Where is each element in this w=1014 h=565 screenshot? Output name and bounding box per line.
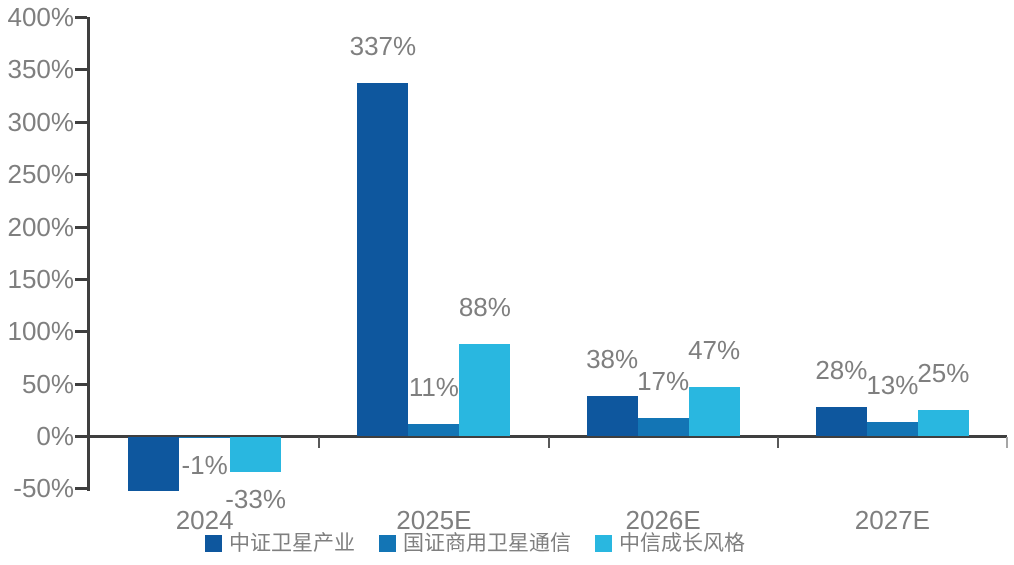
bar-value-label: -33%: [225, 483, 286, 514]
y-axis-tick: [75, 225, 87, 229]
y-axis-tick-label: 350%: [7, 54, 75, 85]
bar-国证商用卫星通信-2024: [179, 437, 231, 439]
bar-value-label: 13%: [866, 370, 919, 401]
bar-中证卫星产业-2024: [128, 437, 180, 492]
y-axis-tick-label: 0%: [36, 421, 74, 451]
bar-value-label: 47%: [688, 334, 741, 365]
x-axis-category-label: 2026E: [625, 505, 701, 535]
y-axis-tick-label: 200%: [7, 211, 75, 242]
y-axis-tick: [75, 173, 87, 177]
y-axis-tick: [75, 120, 87, 124]
legend-label: 中信成长风格: [619, 532, 745, 555]
y-axis-tick: [75, 435, 87, 438]
legend-item: 中证卫星产业: [205, 533, 355, 554]
bar-国证商用卫星通信-2027E: [866, 422, 918, 436]
y-axis-tick: [75, 16, 87, 19]
legend-item: 国证商用卫星通信: [379, 533, 571, 554]
bar-value-label: 11%: [408, 372, 459, 403]
y-axis-tick-label: 50%: [21, 368, 74, 399]
legend-swatch-icon: [379, 535, 396, 552]
bar-value-label: 38%: [586, 344, 639, 375]
y-axis-tick-label: 100%: [7, 316, 75, 347]
y-axis-tick-label: 300%: [7, 106, 75, 137]
legend-item: 中信成长风格: [595, 533, 745, 554]
bar-中证卫星产业-2026E: [586, 396, 638, 436]
bar-value-label: 25%: [917, 357, 970, 388]
bar-中信成长风格-2027E: [917, 409, 969, 436]
y-axis-line: [87, 17, 90, 491]
x-axis-line: [87, 435, 1007, 438]
legend-swatch-icon: [205, 535, 222, 552]
bar-中信成长风格-2024: [230, 437, 282, 472]
x-axis-category-label: 2027E: [854, 505, 930, 535]
y-axis-tick-label: -50%: [13, 473, 74, 504]
bar-value-label: -1%: [181, 450, 228, 481]
x-axis-category-label: 2025E: [396, 505, 472, 535]
x-axis-tick: [318, 437, 321, 448]
y-axis-tick: [75, 330, 87, 334]
bar-value-label: 88%: [458, 291, 511, 322]
y-axis-tick: [75, 487, 87, 491]
x-axis-tick: [1006, 437, 1008, 448]
y-axis-tick: [75, 277, 87, 281]
legend-label: 国证商用卫星通信: [403, 532, 571, 555]
y-axis-tick-label: 400%: [7, 2, 75, 32]
bar-中信成长风格-2026E: [688, 386, 740, 436]
bar-value-label: 28%: [815, 354, 868, 385]
x-axis-tick: [776, 437, 779, 448]
legend-label: 中证卫星产业: [229, 532, 355, 555]
y-axis-tick: [75, 382, 87, 386]
bar-中信成长风格-2025E: [459, 343, 511, 436]
x-axis-tick: [547, 437, 550, 448]
y-axis-tick-label: 250%: [7, 159, 75, 190]
y-axis-tick-label: 150%: [7, 263, 75, 294]
bar-中证卫星产业-2027E: [815, 406, 867, 436]
legend-swatch-icon: [595, 535, 612, 552]
bar-国证商用卫星通信-2026E: [637, 418, 689, 436]
bar-value-label: 337%: [349, 30, 417, 61]
bar-value-label: 17%: [637, 366, 690, 397]
bar-国证商用卫星通信-2025E: [408, 424, 460, 436]
bar-中证卫星产业-2025E: [357, 82, 409, 436]
x-axis-category-label: 2024: [175, 505, 234, 535]
legend: 中证卫星产业 国证商用卫星通信 中信成长风格: [205, 533, 745, 554]
y-axis-tick: [75, 68, 87, 72]
